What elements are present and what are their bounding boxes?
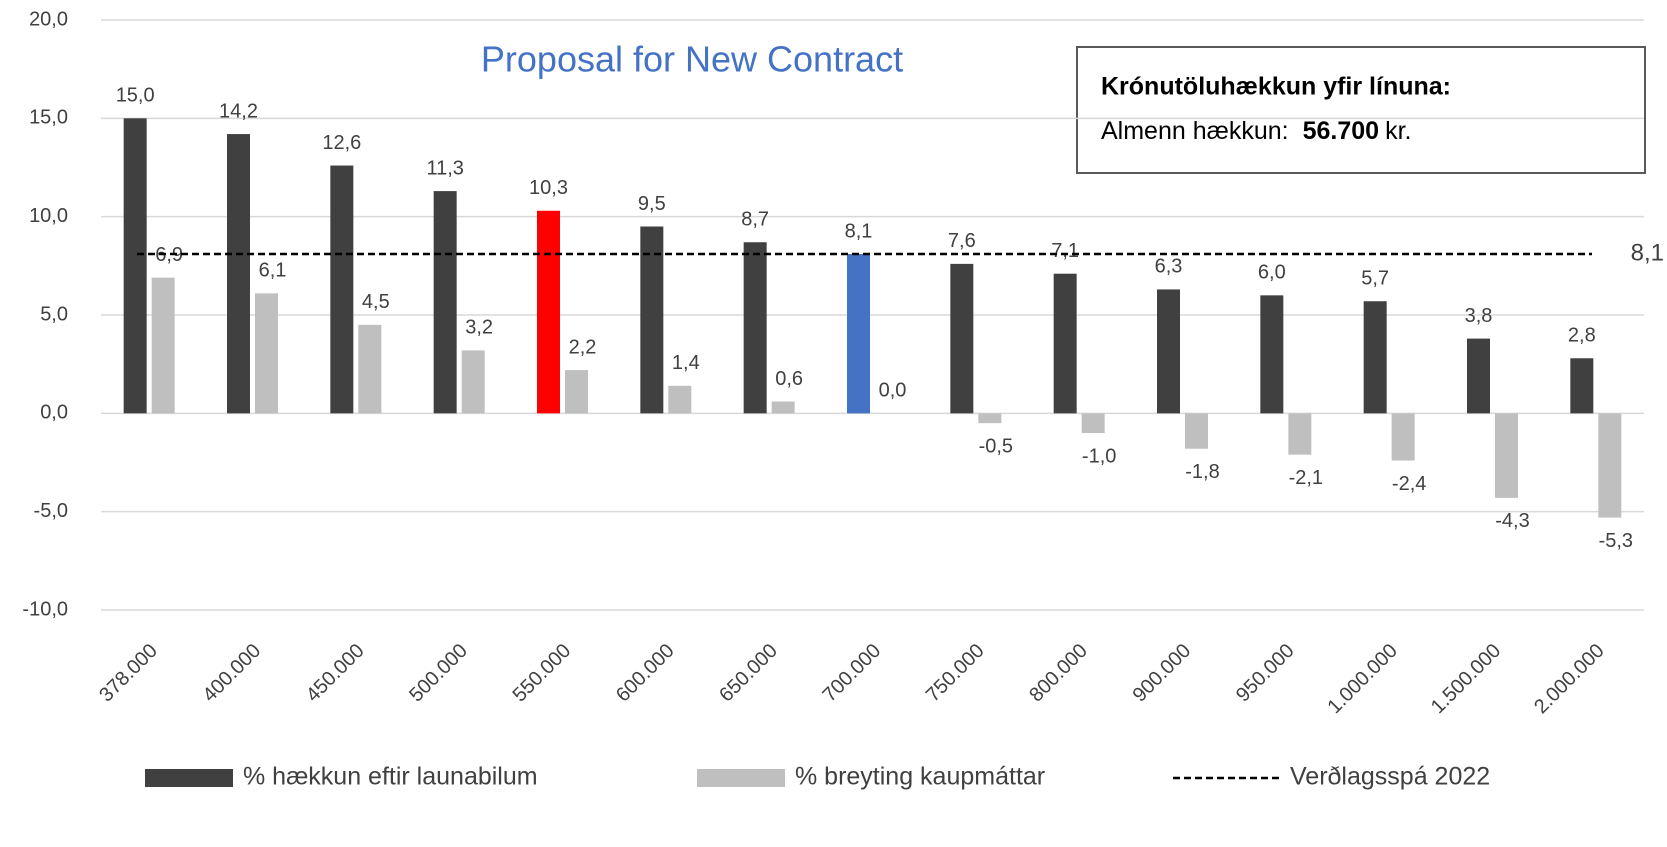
bar: [1495, 413, 1518, 498]
x-tick-label: 2.000.000: [1530, 640, 1608, 718]
data-label: 3,8: [1465, 305, 1493, 327]
bar: [1391, 413, 1415, 461]
bar: [255, 293, 278, 414]
bar: [1363, 301, 1387, 414]
data-label: 7,6: [948, 230, 976, 252]
x-tick-label: 450.000: [302, 640, 369, 707]
data-label: 15,0: [116, 85, 155, 107]
bar: [950, 263, 974, 414]
data-label: 3,2: [465, 317, 493, 339]
data-label: 12,6: [322, 132, 361, 154]
x-tick-label: 700.000: [819, 640, 886, 707]
bar: [1185, 413, 1208, 449]
bar: [537, 210, 560, 414]
y-tick-label: 0,0: [40, 402, 68, 424]
annotation-amount: 56.700: [1303, 117, 1379, 145]
bar: [978, 413, 1002, 424]
data-label: -2,4: [1392, 473, 1426, 495]
data-label: 10,3: [529, 177, 568, 199]
x-tick-label: 550.000: [509, 640, 576, 707]
legend-swatch: [145, 769, 233, 787]
data-label: 8,1: [845, 220, 873, 242]
bar: [433, 191, 457, 414]
bar: [640, 226, 664, 414]
data-label: -5,3: [1599, 530, 1633, 552]
bar: [1598, 413, 1622, 518]
x-tick-label: 1.500.000: [1427, 640, 1505, 718]
data-label: 2,2: [569, 336, 597, 358]
annotation-unit: kr.: [1385, 117, 1411, 145]
bar: [1467, 338, 1490, 414]
bar: [743, 242, 767, 414]
bar: [1053, 273, 1077, 414]
x-tick-label: 900.000: [1129, 640, 1196, 707]
y-tick-label: -10,0: [22, 598, 68, 620]
data-label: 6,9: [155, 244, 183, 266]
data-label: 14,2: [219, 100, 258, 122]
y-tick-label: -5,0: [34, 500, 68, 522]
data-label: 4,5: [362, 291, 390, 313]
data-label: 1,4: [672, 352, 700, 374]
bar: [151, 277, 175, 414]
bar: [565, 370, 588, 414]
data-label: 7,1: [1051, 240, 1079, 262]
data-label: 6,3: [1155, 256, 1183, 278]
data-label: 0,0: [879, 380, 907, 402]
bar: [358, 324, 382, 414]
annotation-text: Almenn hækkun: 56.700 kr.: [1101, 117, 1411, 145]
legend-label: % breyting kaupmáttar: [795, 763, 1045, 791]
legend-label: Verðlagsspá 2022: [1290, 763, 1490, 791]
legend-swatch: [697, 769, 785, 787]
chart-title: Proposal for New Contract: [481, 39, 903, 80]
bar: [123, 118, 147, 414]
data-label: 5,7: [1361, 268, 1389, 290]
legend-label: % hækkun eftir launabilum: [243, 763, 538, 791]
bar: [1081, 413, 1105, 433]
data-label: -2,1: [1289, 467, 1323, 489]
reference-label: 8,1: [1631, 239, 1664, 266]
bar: [330, 165, 354, 414]
data-label: -1,0: [1082, 445, 1116, 467]
bar: [1157, 289, 1180, 414]
data-label: -1,8: [1185, 461, 1219, 483]
annotation-title: Krónutöluhækkun yfir línuna:: [1101, 73, 1451, 101]
bar: [847, 254, 870, 414]
x-tick-label: 400.000: [199, 640, 266, 707]
bar: [461, 350, 485, 414]
bar: [1260, 295, 1284, 414]
data-label: 0,6: [775, 368, 803, 390]
x-tick-label: 378.000: [95, 640, 162, 707]
bar: [668, 385, 692, 414]
x-tick-label: 500.000: [405, 640, 472, 707]
x-tick-label: 650.000: [715, 640, 782, 707]
y-tick-label: 15,0: [29, 107, 68, 129]
x-tick-label: 600.000: [612, 640, 679, 707]
annotation-label: Almenn hækkun:: [1101, 117, 1289, 145]
x-tick-label: 950.000: [1232, 640, 1299, 707]
y-tick-label: 20,0: [29, 8, 68, 30]
bar: [1570, 358, 1594, 414]
data-label: 2,8: [1568, 325, 1596, 347]
y-tick-label: 5,0: [40, 303, 68, 325]
data-label: -0,5: [979, 435, 1013, 457]
annotation-box: [1076, 46, 1646, 174]
data-label: 11,3: [426, 157, 463, 179]
bar: [1288, 413, 1312, 455]
y-tick-label: 10,0: [29, 205, 68, 227]
bar: [771, 401, 795, 414]
data-label: 8,7: [741, 209, 769, 231]
data-label: 6,0: [1258, 262, 1286, 284]
data-label: 9,5: [638, 193, 666, 215]
x-tick-label: 750.000: [922, 640, 989, 707]
bar: [227, 134, 250, 414]
data-label: -4,3: [1495, 510, 1529, 532]
x-tick-label: 800.000: [1025, 640, 1092, 707]
x-tick-label: 1.000.000: [1323, 640, 1401, 718]
data-label: 6,1: [259, 260, 287, 282]
